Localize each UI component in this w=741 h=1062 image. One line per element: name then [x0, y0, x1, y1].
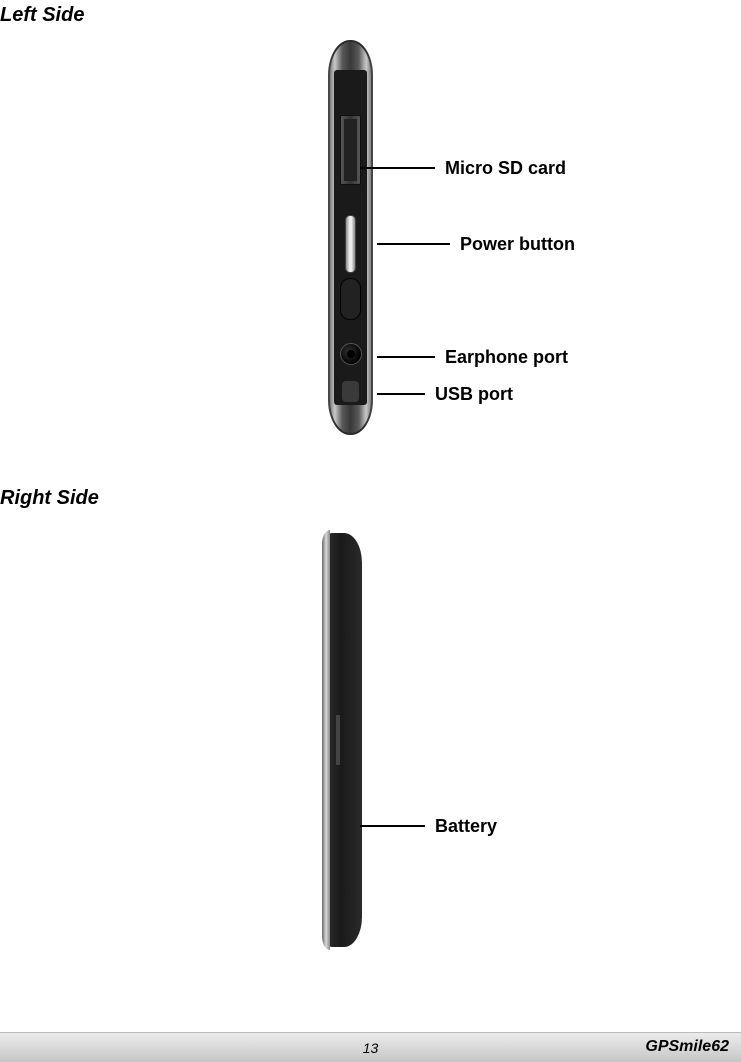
callout-line — [377, 393, 425, 395]
power-button-label: Power button — [460, 234, 575, 255]
left-side-heading: Left Side — [0, 4, 84, 27]
earphone-port-label: Earphone port — [445, 347, 568, 368]
micro-sd-label: Micro SD card — [445, 158, 566, 179]
battery-label: Battery — [435, 816, 497, 837]
page-number: 13 — [363, 1040, 379, 1056]
power-button-graphic — [345, 215, 356, 273]
left-side-device-illustration — [328, 40, 373, 435]
usb-port-graphic — [341, 380, 360, 403]
callout-line — [377, 356, 435, 358]
footer-brand: GPSmile62 — [645, 1038, 729, 1056]
earphone-port-graphic — [340, 343, 362, 365]
callout-line — [360, 167, 435, 169]
callout-line — [377, 243, 450, 245]
sd-slot-graphic — [340, 115, 361, 185]
battery-graphic — [336, 715, 340, 765]
callout-line — [360, 825, 425, 827]
page-footer: 13 GPSmile62 — [0, 1032, 741, 1062]
right-side-heading: Right Side — [0, 487, 99, 510]
usb-port-label: USB port — [435, 384, 513, 405]
right-side-device-illustration — [322, 530, 362, 950]
